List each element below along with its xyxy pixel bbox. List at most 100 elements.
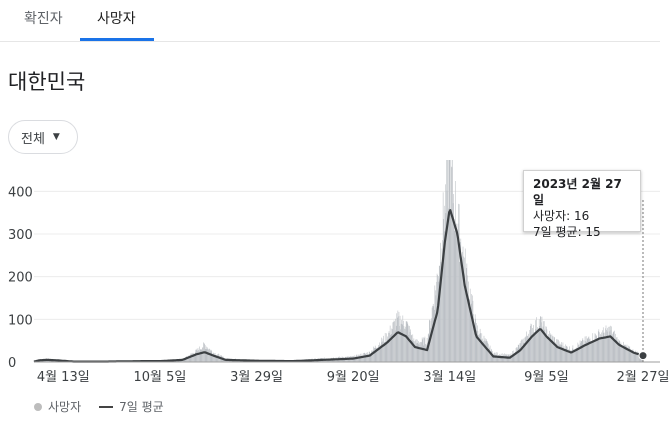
data-bar [430, 327, 431, 362]
data-bar [486, 340, 488, 362]
tab-confirmed[interactable]: 확진자 [24, 11, 63, 27]
data-bar [484, 338, 486, 362]
data-bar [435, 290, 436, 362]
data-bar [569, 346, 570, 362]
data-bar [199, 349, 201, 362]
data-bar [394, 321, 395, 362]
data-bar [451, 166, 452, 362]
data-bar [591, 341, 592, 362]
data-bar [621, 346, 623, 362]
data-bar [446, 190, 448, 362]
tab-deaths[interactable]: 사망자 [97, 11, 136, 27]
data-bar [560, 345, 562, 362]
data-bar [447, 160, 448, 362]
data-bar [454, 181, 456, 362]
data-bar [546, 329, 548, 362]
data-bar [433, 309, 435, 362]
data-bar [597, 338, 599, 362]
data-bar [480, 339, 482, 362]
data-bar [550, 334, 552, 362]
data-bar [403, 320, 404, 362]
data-bar [493, 353, 495, 362]
data-bar [427, 342, 428, 362]
data-bar [416, 343, 417, 362]
data-bar [210, 349, 211, 362]
data-bar [520, 340, 522, 362]
data-bar [594, 333, 596, 362]
data-bar [631, 352, 633, 362]
data-bar [561, 344, 563, 362]
data-bar [579, 346, 580, 362]
data-bar [542, 331, 543, 362]
data-bar [219, 357, 221, 362]
data-bar [368, 354, 369, 362]
data-bar [533, 332, 535, 362]
chart-canvas[interactable]: 0 100 200 300 400 4월 13일 10월 5일 3월 29일 9월 20일 3월 … [0, 160, 669, 390]
data-bar [362, 355, 364, 362]
data-bar [388, 332, 389, 362]
data-bar [411, 340, 413, 362]
data-bar [497, 355, 499, 362]
data-bar [187, 356, 189, 362]
data-bar [188, 355, 190, 362]
data-bar [458, 204, 460, 362]
data-bar [408, 325, 409, 362]
data-bar [432, 303, 434, 362]
data-bar [626, 346, 627, 362]
data-bar [538, 319, 540, 362]
data-bar [466, 263, 468, 362]
data-bar [627, 347, 629, 362]
legend-bars-label: 사망자 [48, 400, 82, 414]
data-bar [192, 352, 194, 362]
data-bar [606, 329, 607, 362]
data-bar [541, 322, 542, 362]
data-bar [473, 324, 475, 362]
data-bar [397, 310, 399, 362]
data-bar [528, 333, 530, 362]
data-bar [472, 295, 473, 362]
data-bar [521, 346, 523, 362]
data-bar [533, 325, 534, 362]
data-bar [523, 342, 525, 362]
data-bar [468, 300, 470, 362]
data-bar [379, 346, 381, 362]
data-bar [367, 352, 368, 362]
data-bar [622, 347, 623, 362]
data-bar [535, 329, 537, 362]
data-bar [559, 343, 561, 362]
data-bar [635, 350, 637, 362]
legend-line-icon [99, 405, 114, 408]
data-bar [383, 335, 384, 362]
data-bar [562, 342, 564, 362]
data-bar [458, 203, 459, 362]
data-bar [194, 353, 195, 362]
data-bar [482, 338, 483, 362]
data-bar [537, 327, 538, 362]
data-bar [556, 339, 557, 362]
data-bar [457, 231, 458, 362]
data-bar [601, 332, 602, 362]
data-bar [386, 341, 388, 362]
data-bar [612, 333, 613, 362]
data-bar [610, 325, 611, 362]
data-bar [358, 355, 360, 362]
data-bar [447, 160, 449, 362]
data-bar [604, 337, 605, 362]
data-bar [201, 350, 203, 362]
data-bar [372, 349, 374, 362]
data-bar [387, 336, 388, 362]
data-bar [403, 326, 405, 362]
data-bar [597, 331, 599, 362]
data-bar [402, 315, 404, 362]
data-bar [569, 349, 571, 362]
data-bar [374, 345, 376, 362]
data-bar [188, 355, 189, 362]
data-bar [423, 345, 425, 362]
data-bar [525, 336, 527, 362]
data-bar [371, 352, 373, 362]
filter-dropdown[interactable]: 전체 ▼ [8, 120, 78, 154]
data-bar [440, 242, 441, 362]
data-bar [623, 341, 624, 362]
data-bar [549, 333, 551, 362]
data-bar [371, 350, 372, 362]
